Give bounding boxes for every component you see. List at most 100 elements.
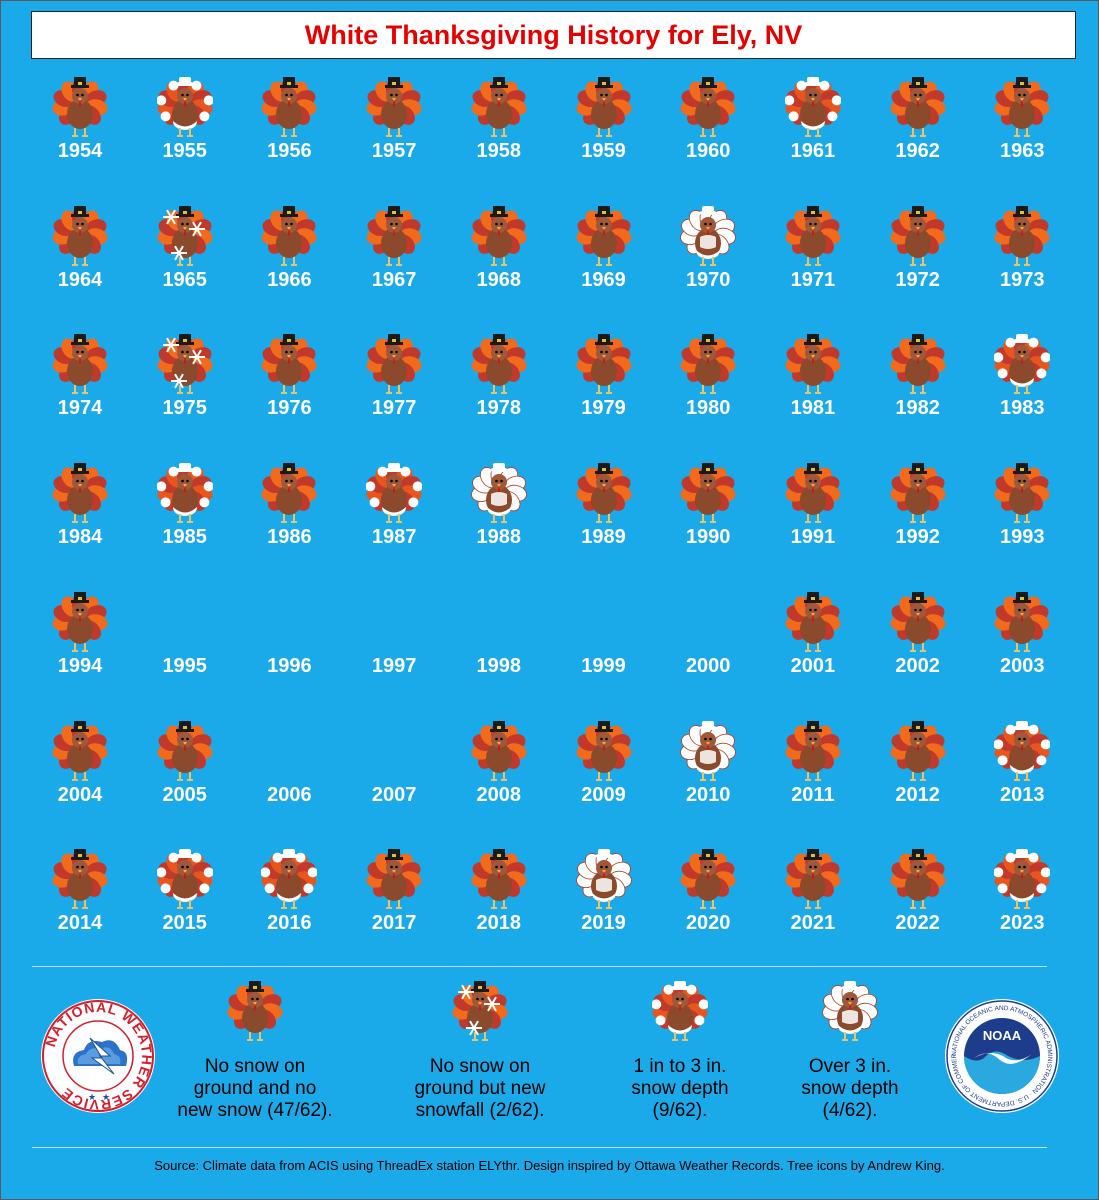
legend-text: No snow on ground and no new snow (47/62). — [177, 1056, 333, 1121]
divider-top — [32, 966, 1047, 967]
turkey-heavy-snow-icon — [680, 718, 737, 782]
year-grid: 1954 1955 1956 1957 1958 1959 1960 1961 1962 1963… — [28, 72, 1076, 952]
year-cell-2021: 2021 — [761, 844, 865, 972]
year-label: 2017 — [371, 912, 417, 935]
turkey-light-snow-icon — [365, 460, 423, 524]
turkey-snowflakes-icon — [157, 203, 213, 267]
year-cell-1962: 1962 — [866, 72, 970, 200]
year-cell-1988: 1988 — [447, 458, 551, 586]
year-cell-2020: 2020 — [656, 844, 760, 972]
year-cell-2023: 2023 — [970, 844, 1074, 972]
turkey-icon — [576, 203, 632, 267]
year-label: 2006 — [267, 783, 312, 806]
year-cell-2011: 2011 — [761, 716, 865, 844]
year-cell-2004: 2004 — [28, 716, 132, 844]
turkey-icon — [576, 74, 632, 138]
year-cell-1989: 1989 — [552, 458, 656, 586]
turkey-icon — [261, 331, 317, 395]
turkey-icon — [680, 74, 736, 138]
year-label: 2020 — [685, 912, 731, 935]
year-cell-2010: 2010 — [656, 716, 760, 844]
turkey-icon — [890, 718, 946, 782]
title-box: White Thanksgiving History for Ely, NV — [31, 11, 1076, 59]
turkey-icon — [785, 203, 841, 267]
turkey-heavy-snow-icon — [575, 846, 632, 910]
year-label: 1997 — [371, 654, 417, 677]
turkey-icon — [994, 460, 1050, 524]
year-cell-1971: 1971 — [761, 201, 865, 329]
turkey-icon — [994, 203, 1050, 267]
year-cell-1958: 1958 — [447, 72, 551, 200]
year-label: 1956 — [267, 140, 312, 162]
turkey-icon — [471, 203, 527, 267]
turkey-icon — [471, 846, 527, 910]
year-cell-2008: 2008 — [447, 716, 551, 844]
year-cell-1973: 1973 — [970, 201, 1074, 329]
year-label: 2009 — [581, 783, 626, 806]
turkey-icon — [890, 331, 946, 395]
legend-text: 1 in to 3 in. snow depth (9/62). — [631, 1056, 729, 1121]
year-label: 1971 — [790, 268, 836, 291]
year-label: 1957 — [371, 140, 417, 162]
year-label: 1965 — [162, 268, 207, 291]
year-label: 2019 — [581, 912, 626, 935]
year-cell-1977: 1977 — [342, 329, 446, 457]
year-cell-1978: 1978 — [447, 329, 551, 457]
year-label: 1992 — [895, 526, 940, 549]
divider-bottom — [32, 1147, 1047, 1148]
year-label: 2012 — [895, 783, 940, 806]
year-cell-1955: 1955 — [133, 72, 237, 200]
year-cell-1987: 1987 — [342, 458, 446, 586]
turkey-icon — [576, 460, 632, 524]
year-cell-2018: 2018 — [447, 844, 551, 972]
turkey-light-snow-icon — [993, 331, 1051, 395]
year-label: 1972 — [895, 268, 940, 291]
year-label: 1968 — [476, 268, 522, 291]
turkey-icon — [52, 203, 108, 267]
turkey-icon — [994, 74, 1050, 138]
year-label: 1958 — [476, 140, 522, 162]
year-cell-1986: 1986 — [237, 458, 341, 586]
year-cell-2006: 2006 — [237, 716, 341, 844]
svg-text:NOAA: NOAA — [983, 1028, 1022, 1043]
year-label: 1977 — [371, 397, 417, 420]
year-cell-1974: 1974 — [28, 329, 132, 457]
legend-text: No snow on ground but new snowfall (2/62). — [414, 1056, 546, 1121]
turkey-icon — [366, 74, 422, 138]
turkey-icon — [890, 460, 946, 524]
year-cell-2016: 2016 — [237, 844, 341, 972]
nws-logo: NATIONAL WEATHER SERVICE ★ ★ — [41, 999, 155, 1113]
turkey-icon — [785, 589, 841, 653]
turkey-icon — [227, 978, 283, 1042]
turkey-icon — [52, 74, 108, 138]
year-label: 1975 — [162, 397, 207, 420]
year-label: 1973 — [1000, 268, 1045, 291]
year-label: 1962 — [895, 140, 940, 162]
year-cell-1993: 1993 — [970, 458, 1074, 586]
turkey-icon — [261, 203, 317, 267]
year-label: 1966 — [267, 268, 312, 291]
turkey-icon — [994, 589, 1050, 653]
year-label: 2015 — [162, 912, 207, 935]
year-label: 1980 — [685, 397, 731, 420]
year-label: 1979 — [581, 397, 626, 420]
year-cell-2022: 2022 — [866, 844, 970, 972]
year-label: 1964 — [57, 268, 103, 291]
year-label: 2014 — [57, 912, 103, 935]
year-cell-1975: 1975 — [133, 329, 237, 457]
year-cell-2000: 2000 — [656, 587, 760, 715]
year-label: 1988 — [476, 526, 522, 549]
year-cell-1970: 1970 — [656, 201, 760, 329]
year-cell-1956: 1956 — [237, 72, 341, 200]
turkey-icon — [52, 331, 108, 395]
year-cell-2003: 2003 — [970, 587, 1074, 715]
year-cell-1998: 1998 — [447, 587, 551, 715]
turkey-light-snow-icon — [155, 846, 214, 910]
turkey-icon — [471, 718, 527, 782]
year-label: 2010 — [685, 783, 731, 806]
year-cell-1968: 1968 — [447, 201, 551, 329]
turkey-icon — [366, 203, 422, 267]
year-label: 2022 — [895, 912, 940, 935]
legend-item-depth_over_3: Over 3 in. snow depth (4/62). — [780, 978, 920, 1122]
year-cell-1963: 1963 — [970, 72, 1074, 200]
